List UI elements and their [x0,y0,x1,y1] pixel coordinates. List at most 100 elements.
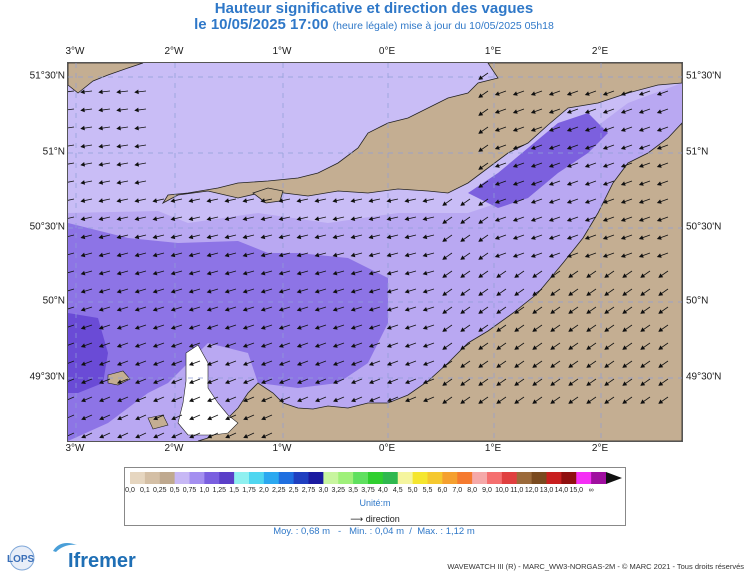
direction-arrowhead [494,181,500,186]
direction-arrowhead [478,219,484,224]
footer-credits: WAVEWATCH III (R) - MARC_WW3-NORGAS-2M -… [447,562,744,571]
lon-label-bottom: 0°E [378,443,396,454]
direction-arrowhead [134,180,140,185]
wave-map [67,62,683,442]
direction-arrowhead [638,235,644,240]
direction-arrowhead [98,216,104,222]
ifremer-wave-icon [53,543,77,552]
direction-arrowhead [152,252,158,258]
direction-arrowhead [225,379,230,384]
direction-arrowhead [188,270,194,276]
direction-arrowhead [442,345,448,350]
legend-tick-label: 7,0 [452,487,463,494]
direction-arrowhead [550,327,556,332]
direction-arrowhead [152,307,158,312]
legend-swatch [576,472,592,484]
direction-arrowhead [135,397,140,403]
direction-arrowhead [314,307,320,312]
legend-swatch [457,472,473,484]
legend-tick-label: 1,0 [199,487,210,494]
direction-arrowhead [512,253,518,258]
direction-arrowhead [604,273,610,278]
direction-arrowhead [566,253,572,258]
direction-arrowhead [568,309,574,314]
direction-arrowhead [404,343,410,348]
direction-arrowhead [98,162,104,167]
direction-arrowhead [620,109,626,114]
direction-arrowhead [152,198,158,203]
direction-arrowhead [134,361,140,366]
direction-arrowhead [656,109,662,114]
direction-arrowhead [496,309,502,314]
direction-arrowhead [261,415,267,421]
direction-arrowhead [460,219,466,224]
direction-arrowhead [99,433,105,439]
direction-arrowhead [658,327,664,332]
direction-arrowhead [135,433,141,439]
direction-arrowhead [135,379,140,384]
direction-arrowhead [314,234,320,240]
direction-arrowhead [80,198,86,203]
direction-arrowhead [658,363,664,368]
direction-arrow [68,180,75,183]
legend-swatch [397,472,414,484]
direction-arrowhead [314,361,320,366]
direction-arrowhead [550,273,556,278]
direction-arrowhead [116,107,121,113]
direction-arrow [68,306,75,310]
direction-arrowhead [171,415,177,421]
legend-tick-label: 1,5 [229,487,239,494]
direction-arrowhead [314,198,320,203]
direction-arrowhead [350,288,356,294]
direction-arrowhead [80,180,86,185]
direction-arrowhead [604,309,610,314]
direction-arrowhead [586,363,592,368]
direction-arrowhead [242,216,248,222]
direction-arrowhead [620,127,626,132]
direction-arrowhead [350,361,356,366]
legend-tick-label: 15,0 [569,487,584,494]
direction-arrowhead [602,253,608,258]
direction-arrowhead [586,399,592,404]
direction-arrowhead [460,327,466,332]
direction-arrowhead [116,234,122,240]
direction-arrowhead [404,307,410,312]
direction-arrowhead [386,361,392,366]
direction-arrowhead [278,252,284,258]
direction-arrowhead [134,198,140,203]
lat-label-left: 51°N [42,146,65,158]
legend-swatch [427,472,443,484]
direction-arrowhead [368,198,374,203]
high-wave-zone-west [68,313,108,393]
direction-arrowhead [134,107,139,113]
direction-arrowhead [550,309,556,314]
direction-arrowhead [460,309,466,314]
direction-arrowhead [242,343,248,348]
direction-arrowhead [170,198,176,203]
direction-arrowhead [387,379,392,384]
direction-arrowhead [622,327,628,332]
direction-arrowhead [152,325,158,330]
direction-arrowhead [116,361,122,366]
direction-arrowhead [550,345,556,350]
direction-arrowhead [512,109,518,114]
direction-arrowhead [99,379,104,384]
direction-arrowhead [296,216,302,222]
legend-swatch [531,472,547,484]
direction-arrowhead [278,234,284,240]
direction-arrowhead [153,415,159,421]
direction-arrowhead [530,163,536,168]
direction-arrowhead [548,91,554,96]
direction-arrowhead [460,273,466,278]
direction-arrowhead [602,109,608,114]
direction-arrowhead [442,291,448,296]
direction-arrowhead [224,198,230,203]
direction-arrowhead [640,273,646,278]
direction-arrowhead [296,325,302,330]
legend-swatch [516,472,533,484]
lon-label-top: 0°E [378,46,396,57]
direction-arrowhead [386,252,392,258]
direction-arrowhead [170,343,176,348]
lat-label-right: 51°30'N [686,70,722,82]
legend-swatch [249,472,265,484]
